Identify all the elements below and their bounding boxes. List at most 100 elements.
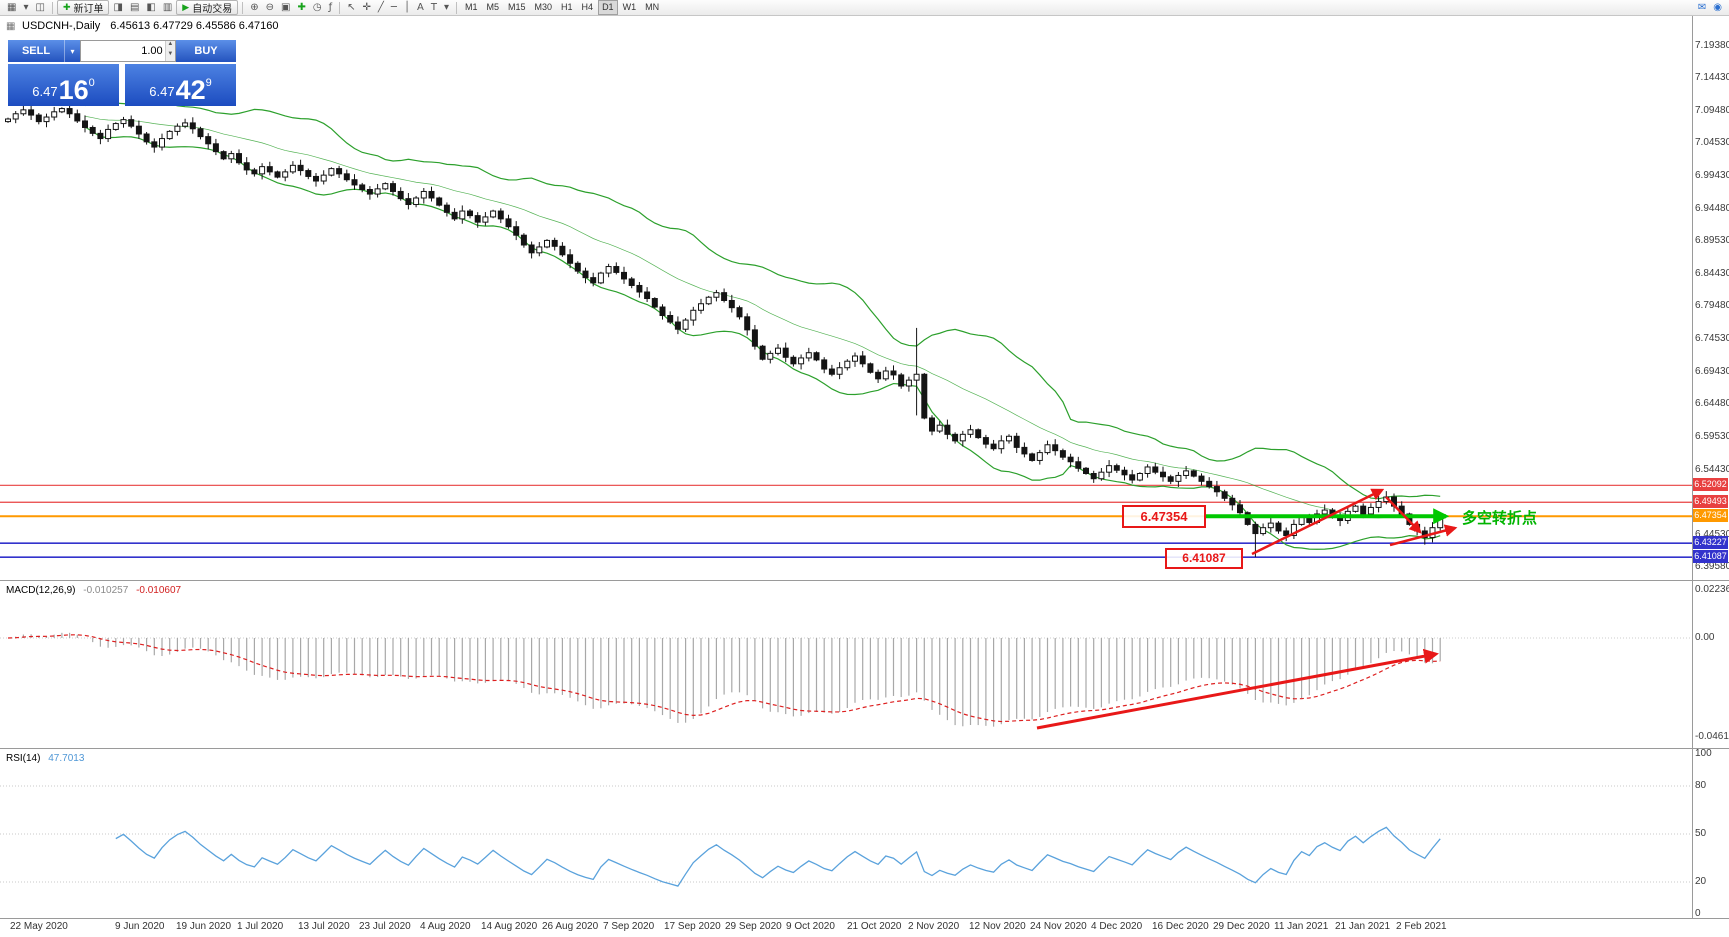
volume-input[interactable] [81, 41, 165, 61]
timeframe-M1[interactable]: M1 [464, 2, 478, 12]
vertical-line-icon[interactable]: │ [403, 1, 410, 13]
rsi-scale-label: 20 [1695, 876, 1707, 887]
date-axis[interactable]: 22 May 2020 9 Jun 2020 19 Jun 2020 1 Jul 20… [0, 921, 1692, 937]
sell-price-big: 16 [58, 75, 89, 106]
price-level-label: 6.47354 [1693, 509, 1728, 523]
buy-button[interactable]: BUY [176, 40, 236, 62]
trendline-icon[interactable]: ╱ [377, 1, 384, 13]
price-level-label: 6.41087 [1693, 550, 1728, 564]
date-axis-label: 21 Oct 2020 [847, 921, 902, 932]
cursor-icon[interactable]: ↖ [347, 1, 356, 13]
date-axis-label: 26 Aug 2020 [542, 921, 599, 932]
macd-scale-label: 0.022362 [1695, 583, 1729, 595]
timeframe-D1[interactable]: D1 [598, 0, 618, 15]
chart-dropdown-icon[interactable]: ▾ [23, 1, 29, 13]
macd-trend-arrow [1036, 648, 1439, 730]
text-tool-icon[interactable]: A [416, 1, 424, 13]
price-tick-label: 7.09480 [1695, 104, 1729, 116]
rsi-label: RSI(14) [6, 753, 41, 764]
navigator-icon[interactable]: ◧ [146, 1, 156, 13]
date-axis-label: 24 Nov 2020 [1030, 921, 1087, 932]
timeframe-MN[interactable]: MN [645, 2, 660, 12]
price-level-label: 6.52092 [1693, 478, 1728, 492]
timeframe-M30[interactable]: M30 [534, 2, 553, 12]
profiles-icon[interactable]: ◫ [35, 1, 45, 13]
zoom-in-icon[interactable]: ⊕ [250, 1, 259, 13]
rsi-panel-separator[interactable] [0, 748, 1729, 749]
date-axis-label: 1 Jul 2020 [237, 921, 284, 932]
toolbar-separator [339, 1, 341, 14]
horizontal-line-icon[interactable]: ─ [390, 1, 397, 13]
crosshair-icon[interactable]: ✛ [362, 1, 371, 13]
support-price-box-641087[interactable]: 6.41087 [1165, 548, 1243, 569]
macd-histogram [15, 632, 1441, 727]
timeframe-H1[interactable]: H1 [561, 2, 573, 12]
rsi-line [115, 826, 1441, 887]
timeframe-M5[interactable]: M5 [486, 2, 499, 12]
data-window-icon[interactable]: ▤ [129, 1, 140, 13]
date-axis-label: 9 Oct 2020 [786, 921, 835, 932]
sell-button[interactable]: SELL [8, 40, 64, 62]
price-tick-label: 6.79480 [1695, 300, 1729, 312]
sell-price-panel[interactable]: 6.47 16 0 [8, 64, 119, 106]
new-order-button-label: 新订单 [73, 4, 104, 15]
arrows-dropdown-icon[interactable]: ▾ [443, 1, 449, 13]
terminal-icon[interactable]: ▥ [162, 1, 173, 13]
date-axis-label: 23 Jul 2020 [359, 921, 411, 932]
chart-ohlc-values: 6.45613 6.47729 6.45586 6.47160 [110, 20, 279, 32]
date-axis-label: 19 Jun 2020 [176, 921, 232, 932]
rsi-scale-label: 80 [1695, 780, 1707, 791]
candles [5, 104, 1444, 558]
turning-point-text[interactable]: 多空转折点 [1462, 510, 1538, 527]
level-lines [0, 484, 1692, 558]
autoscroll-icon[interactable]: ◷ [312, 1, 322, 13]
sell-options-caret-icon[interactable]: ▾ [64, 40, 80, 62]
volume-down-icon[interactable]: ▼ [165, 51, 175, 61]
timeframe-H4[interactable]: H4 [581, 2, 594, 12]
date-axis-label: 7 Sep 2020 [603, 921, 655, 932]
volume-up-icon[interactable]: ▲ [165, 41, 175, 51]
date-axis-label: 9 Jun 2020 [115, 921, 165, 932]
timeframe-W1[interactable]: W1 [622, 2, 637, 12]
price-tick-label: 6.89530 [1695, 234, 1729, 246]
zoom-out-icon[interactable]: ⊖ [265, 1, 274, 13]
date-axis-label: 12 Nov 2020 [969, 921, 1026, 932]
price-tick-label: 6.59530 [1695, 430, 1729, 442]
market-watch-icon[interactable]: ◨ [113, 1, 123, 13]
date-axis-label: 17 Sep 2020 [664, 921, 721, 932]
autotrading-button[interactable]: ▶ 自动交易 [176, 0, 239, 15]
main-toolbar: ▦ ▾ ◫ ✚ 新订单 ◨ ▤ ◧ ▥ ▶ 自动交易 ⊕ ⊖ ▣ ✚ ◷ ƒ ↖ ✛ ╱ ─ │ A T ▾ M1 M5 M15 M30… [0, 0, 1729, 16]
label-tool-icon[interactable]: T [430, 1, 437, 13]
toolbar-separator [455, 1, 457, 14]
date-axis-label: 11 Jan 2021 [1274, 921, 1329, 932]
buy-price-prefix: 6.47 [149, 84, 175, 99]
mail-icon[interactable]: ✉ [1697, 1, 1707, 13]
sell-price-prefix: 6.47 [32, 84, 58, 99]
macd-label-row: MACD(12,26,9) -0.010257 -0.010607 [6, 585, 181, 596]
price-tick-label: 7.04530 [1695, 136, 1729, 148]
tile-windows-icon[interactable]: ▣ [281, 1, 291, 13]
new-chart-icon[interactable]: ▦ [7, 1, 17, 13]
macd-main-value: -0.010257 [83, 585, 129, 596]
price-tick-label: 6.74530 [1695, 332, 1729, 344]
macd-label: MACD(12,26,9) [6, 585, 76, 596]
rsi-scale-label: 0 [1695, 908, 1701, 919]
timeframe-M15[interactable]: M15 [508, 2, 526, 12]
buy-price-panel[interactable]: 6.47 42 9 [125, 64, 236, 106]
volume-field: ▲ ▼ [80, 40, 176, 62]
support-price-box-647354[interactable]: 6.47354 [1122, 505, 1206, 528]
date-axis-label: 4 Aug 2020 [420, 921, 471, 932]
chart-window-icon: ▦ [6, 21, 16, 32]
rsi-scale-label: 50 [1695, 828, 1707, 839]
macd-panel-separator[interactable] [0, 580, 1729, 581]
new-order-button[interactable]: ✚ 新订单 [56, 0, 110, 15]
date-axis-label: 13 Jul 2020 [298, 921, 350, 932]
price-tick-label: 6.99430 [1695, 170, 1729, 182]
new-window-icon[interactable]: ✚ [297, 1, 306, 13]
price-scale[interactable]: 7.19380 7.14430 7.09480 7.04530 6.99430 6.944… [1692, 0, 1729, 937]
toolbar-separator [51, 1, 53, 14]
community-icon[interactable]: ◉ [1713, 1, 1722, 13]
indicators-icon[interactable]: ƒ [328, 1, 333, 13]
